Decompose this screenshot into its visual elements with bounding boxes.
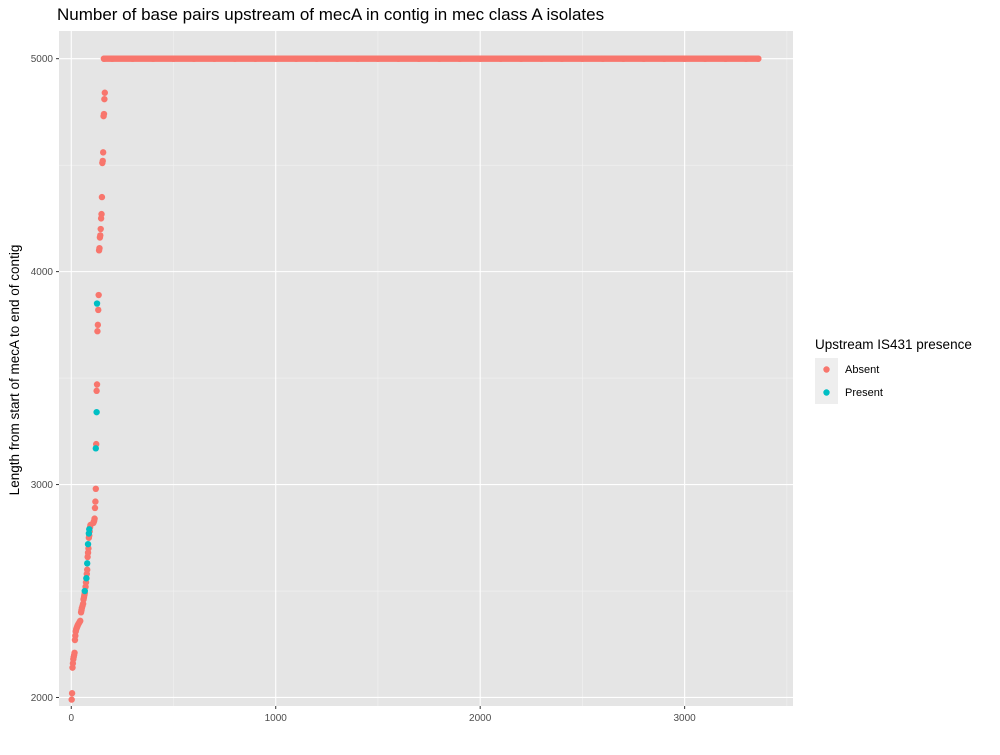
data-point-present <box>93 300 101 307</box>
data-point-absent <box>701 55 709 62</box>
data-point-absent <box>98 210 105 218</box>
data-point-absent <box>91 515 98 522</box>
data-point-absent <box>99 149 107 156</box>
axis-ticks: 0 1000 2000 3000 2000 3000 4000 5000 <box>31 54 696 724</box>
x-tick-label: 2000 <box>469 713 492 724</box>
data-point-absent <box>129 55 136 62</box>
data-point-absent <box>95 306 102 314</box>
data-point-absent <box>620 55 627 62</box>
data-point-absent <box>92 498 99 505</box>
grid-lines <box>59 31 793 706</box>
legend-label-present: Present <box>845 387 883 399</box>
data-point-absent <box>722 55 729 62</box>
legend: Upstream IS431 presence Absent Present <box>815 337 972 404</box>
data-point-absent <box>96 244 103 252</box>
chart-title: Number of base pairs upstream of mecA in… <box>57 5 604 24</box>
y-tick-label: 5000 <box>31 54 54 65</box>
data-point-absent <box>84 566 91 573</box>
data-point-present <box>93 408 100 416</box>
data-point-absent <box>170 55 177 62</box>
data-point-absent <box>99 157 106 165</box>
data-point-present <box>86 526 93 533</box>
data-point-absent <box>742 55 750 62</box>
data-point-absent <box>92 485 100 493</box>
data-point-absent <box>517 55 525 62</box>
data-point-absent <box>272 55 279 62</box>
data-point-absent <box>476 55 484 62</box>
data-point-present <box>92 445 100 452</box>
data-point-absent <box>333 55 341 62</box>
data-point-absent <box>71 649 78 656</box>
data-point-absent <box>558 55 566 62</box>
legend-title: Upstream IS431 presence <box>815 337 972 352</box>
data-point-absent <box>456 55 463 62</box>
data-point-absent <box>149 55 157 62</box>
data-point-absent <box>97 225 104 233</box>
x-tick-label: 3000 <box>674 713 697 724</box>
data-point-absent <box>579 55 586 62</box>
data-point-absent <box>660 55 668 62</box>
data-point-absent <box>415 55 423 62</box>
y-tick-label: 4000 <box>31 267 54 278</box>
data-point-present <box>84 560 91 567</box>
data-point-absent <box>95 291 102 299</box>
legend-dot-present <box>823 389 830 396</box>
data-point-absent <box>101 95 108 103</box>
data-point-present <box>84 540 92 548</box>
data-point-absent <box>101 89 108 96</box>
data-point-absent <box>231 55 239 62</box>
plot-panel <box>59 31 793 706</box>
data-point-absent <box>313 55 320 62</box>
data-point-absent <box>395 55 402 62</box>
y-tick-label: 3000 <box>31 480 54 491</box>
data-point-absent <box>93 381 101 388</box>
data-point-absent <box>755 55 762 62</box>
y-axis-title: Length from start of mecA to end of cont… <box>7 245 22 496</box>
y-tick-label: 2000 <box>31 693 54 704</box>
data-point-absent <box>436 55 443 62</box>
data-point-absent <box>681 55 688 62</box>
data-point-absent <box>108 55 116 62</box>
data-point-absent <box>538 55 545 62</box>
data-point-absent <box>640 55 647 62</box>
data-point-absent <box>252 55 259 62</box>
data-point-absent <box>94 328 101 335</box>
data-point-absent <box>97 232 104 239</box>
data-points <box>68 55 762 703</box>
data-point-absent <box>68 696 75 703</box>
data-point-absent <box>190 55 198 62</box>
legend-label-absent: Absent <box>845 364 879 376</box>
data-point-absent <box>94 321 102 329</box>
data-point-absent <box>98 193 106 201</box>
data-point-absent <box>77 617 84 625</box>
data-point-absent <box>93 387 100 395</box>
data-point-present <box>81 587 88 595</box>
data-point-absent <box>374 55 382 62</box>
data-point-absent <box>211 55 218 62</box>
data-point-absent <box>497 55 504 62</box>
data-point-absent <box>100 55 108 62</box>
data-point-absent <box>292 55 300 62</box>
data-point-present <box>83 575 90 582</box>
data-point-absent <box>91 504 99 512</box>
data-point-absent <box>100 110 108 118</box>
x-tick-label: 1000 <box>265 713 288 724</box>
x-tick-label: 0 <box>68 713 74 724</box>
legend-dot-absent <box>823 366 830 373</box>
data-point-absent <box>599 55 607 62</box>
data-point-absent <box>354 55 361 62</box>
data-point-absent <box>68 690 76 697</box>
